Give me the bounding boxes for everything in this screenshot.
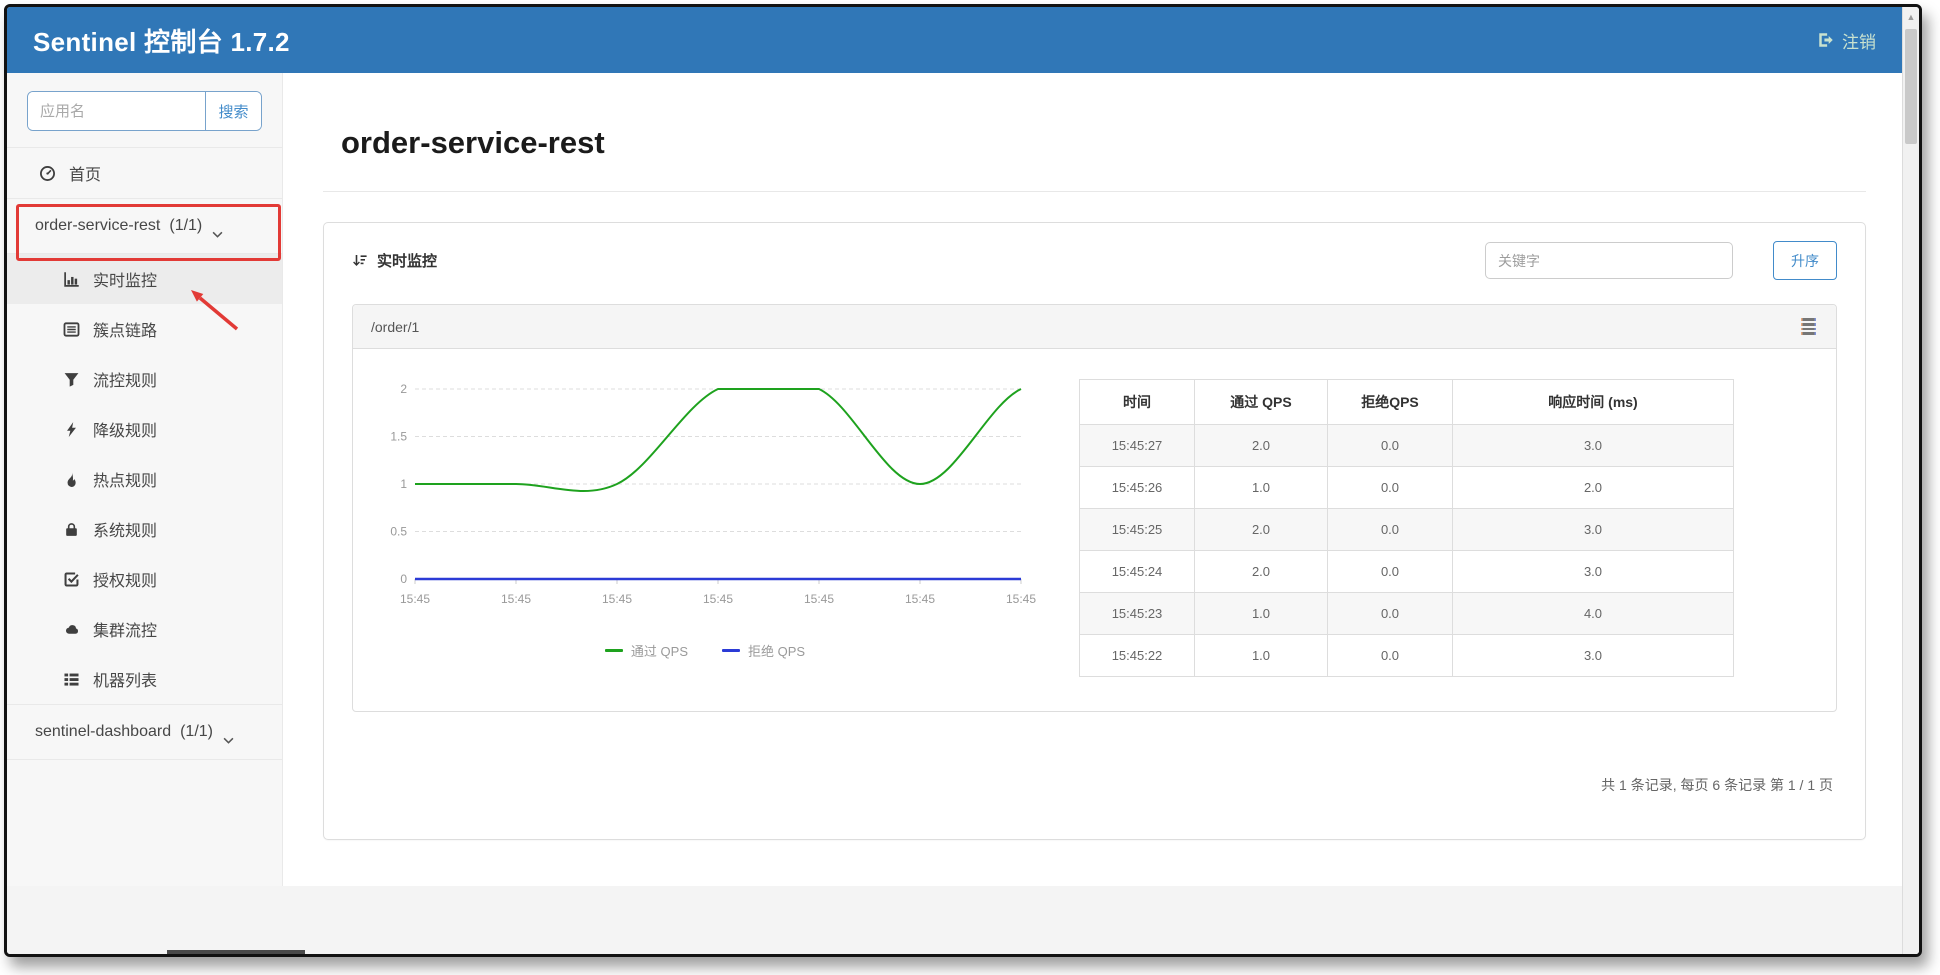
- bolt-icon: [63, 421, 80, 438]
- table-row: 15:45:25 2.0 0.0 3.0: [1079, 508, 1734, 551]
- logout-label: 注销: [1842, 32, 1876, 52]
- lock-icon: [63, 521, 80, 538]
- app-name-label: sentinel-dashboard: [35, 723, 172, 740]
- cluster-list-icon: [63, 321, 80, 338]
- vertical-scrollbar[interactable]: ▲: [1902, 7, 1919, 954]
- col-header-time: 时间: [1079, 379, 1195, 425]
- horizontal-scrollbar-thumb[interactable]: [167, 950, 305, 954]
- fire-icon: [63, 471, 80, 488]
- gauge-icon: [39, 165, 56, 182]
- check-square-icon: [63, 571, 80, 588]
- sidebar-item-cluster-link[interactable]: 簇点链路: [7, 304, 282, 354]
- svg-text:2: 2: [400, 382, 407, 396]
- panel-title: 实时监控: [352, 250, 437, 271]
- svg-text:1: 1: [400, 477, 407, 491]
- keyword-search-input[interactable]: [1485, 242, 1733, 279]
- sidebar-item-order-service-rest[interactable]: order-service-rest (1/1): [7, 198, 282, 254]
- legend-swatch: [722, 649, 740, 652]
- svg-text:0: 0: [400, 572, 407, 586]
- page-bottom-strip: [7, 886, 1902, 954]
- sidebar-item-authority-rules[interactable]: 授权规则: [7, 554, 282, 604]
- logout-link[interactable]: 注销: [1817, 28, 1876, 53]
- sidebar-item-degrade-rules[interactable]: 降级规则: [7, 404, 282, 454]
- window-frame: Sentinel 控制台 1.7.2 注销 搜索: [4, 4, 1922, 957]
- app-name-label: order-service-rest: [35, 217, 161, 234]
- table-row: 15:45:23 1.0 0.0 4.0: [1079, 592, 1734, 635]
- table-row: 15:45:27 2.0 0.0 3.0: [1079, 424, 1734, 467]
- sidebar-item-label: 授权规则: [93, 573, 158, 590]
- col-header-block-qps: 拒绝QPS: [1327, 379, 1453, 425]
- resource-card: /order/1 0 0.5 1 1.5 2 15:45 15:45 15:45 15:45 15…: [352, 304, 1837, 712]
- sidebar-item-label: 热点规则: [93, 473, 158, 490]
- machine-count-badge: (1/1): [180, 723, 213, 740]
- app-title: Sentinel 控制台 1.7.2: [33, 26, 290, 57]
- metrics-table: 时间 通过 QPS 拒绝QPS 响应时间 (ms) 15:45:27 2.0 0.0…: [1079, 379, 1734, 677]
- svg-text:15:45: 15:45: [501, 592, 531, 606]
- table-row: 15:45:26 1.0 0.0 2.0: [1079, 466, 1734, 509]
- svg-text:0.5: 0.5: [390, 525, 407, 539]
- pagination-summary: 共 1 条记录, 每页 6 条记录 第 1 / 1 页: [1601, 777, 1833, 793]
- sidebar-item-label: 系统规则: [93, 523, 158, 540]
- sidebar: 搜索 首页 order-service-rest (1/1): [7, 73, 283, 886]
- sidebar-item-label: 实时监控: [93, 273, 158, 290]
- sidebar-item-label: 机器列表: [93, 673, 158, 690]
- app-search-input[interactable]: [28, 92, 205, 130]
- col-header-pass-qps: 通过 QPS: [1194, 379, 1328, 425]
- sidebar-item-label: 集群流控: [93, 623, 158, 640]
- sidebar-item-label: 降级规则: [93, 423, 158, 440]
- realtime-monitor-panel: 实时监控 升序 /order/1: [323, 222, 1866, 840]
- sidebar-item-sentinel-dashboard[interactable]: sentinel-dashboard (1/1): [7, 704, 282, 760]
- chevron-down-icon: [223, 731, 234, 744]
- svg-text:15:45: 15:45: [400, 592, 430, 606]
- machine-list-icon: [63, 671, 80, 688]
- sign-out-icon: [1819, 33, 1833, 47]
- filter-icon: [63, 371, 80, 388]
- qps-chart-container: 0 0.5 1 1.5 2 15:45 15:45 15:45 15:45 15:45 15:45 1…: [375, 375, 1036, 660]
- chevron-down-icon: [212, 225, 223, 238]
- sidebar-menu: 首页 order-service-rest (1/1) 实时监控: [7, 148, 282, 760]
- sidebar-search-area: 搜索: [7, 73, 282, 148]
- cloud-icon: [63, 621, 80, 638]
- svg-text:15:45: 15:45: [602, 592, 632, 606]
- page-title: order-service-rest: [341, 125, 605, 160]
- app-search-button[interactable]: 搜索: [205, 92, 261, 130]
- sort-amount-icon: [352, 253, 368, 269]
- scrollbar-up-arrow[interactable]: ▲: [1906, 12, 1916, 22]
- machine-count-badge: (1/1): [169, 217, 203, 234]
- qps-line-chart: 0 0.5 1 1.5 2 15:45 15:45 15:45 15:45 15:45 15:45 1…: [390, 382, 1036, 606]
- sidebar-item-cluster-flow[interactable]: 集群流控: [7, 604, 282, 654]
- chart-legend: 通过 QPS 拒绝 QPS: [375, 641, 1035, 660]
- sidebar-item-label: 簇点链路: [93, 323, 158, 340]
- main-content: order-service-rest 实时监控 升序: [283, 73, 1902, 886]
- svg-text:15:45: 15:45: [804, 592, 834, 606]
- chart-menu-icon[interactable]: [1799, 314, 1818, 338]
- sidebar-item-label: 首页: [69, 167, 102, 184]
- sidebar-item-flow-rules[interactable]: 流控规则: [7, 354, 282, 404]
- legend-item[interactable]: 通过 QPS: [604, 641, 688, 660]
- table-header-row: 时间 通过 QPS 拒绝QPS 响应时间 (ms): [1079, 379, 1734, 425]
- table-row: 15:45:22 1.0 0.0 3.0: [1079, 634, 1734, 677]
- scrollbar-thumb[interactable]: [1905, 29, 1917, 144]
- sort-ascending-button[interactable]: 升序: [1773, 241, 1837, 280]
- col-header-rt: 响应时间 (ms): [1452, 379, 1734, 425]
- resource-name: /order/1: [371, 318, 420, 335]
- svg-text:15:45: 15:45: [703, 592, 733, 606]
- sidebar-item-system-rules[interactable]: 系统规则: [7, 504, 282, 554]
- svg-text:15:45: 15:45: [905, 592, 935, 606]
- sidebar-item-realtime-monitor[interactable]: 实时监控: [7, 254, 282, 304]
- top-navbar: Sentinel 控制台 1.7.2 注销: [7, 7, 1902, 73]
- bar-chart-icon: [63, 271, 80, 288]
- legend-item[interactable]: 拒绝 QPS: [722, 641, 805, 660]
- title-divider: [323, 191, 1866, 192]
- svg-text:1.5: 1.5: [390, 430, 407, 444]
- sidebar-item-label: 流控规则: [93, 373, 158, 390]
- sidebar-item-machine-list[interactable]: 机器列表: [7, 654, 282, 704]
- legend-label: 通过 QPS: [630, 644, 688, 659]
- sidebar-item-hotspot-rules[interactable]: 热点规则: [7, 454, 282, 504]
- table-row: 15:45:24 2.0 0.0 3.0: [1079, 550, 1734, 593]
- legend-swatch: [604, 649, 623, 652]
- legend-label: 拒绝 QPS: [748, 644, 806, 659]
- svg-text:15:45: 15:45: [1006, 592, 1036, 606]
- sidebar-item-home[interactable]: 首页: [7, 148, 282, 198]
